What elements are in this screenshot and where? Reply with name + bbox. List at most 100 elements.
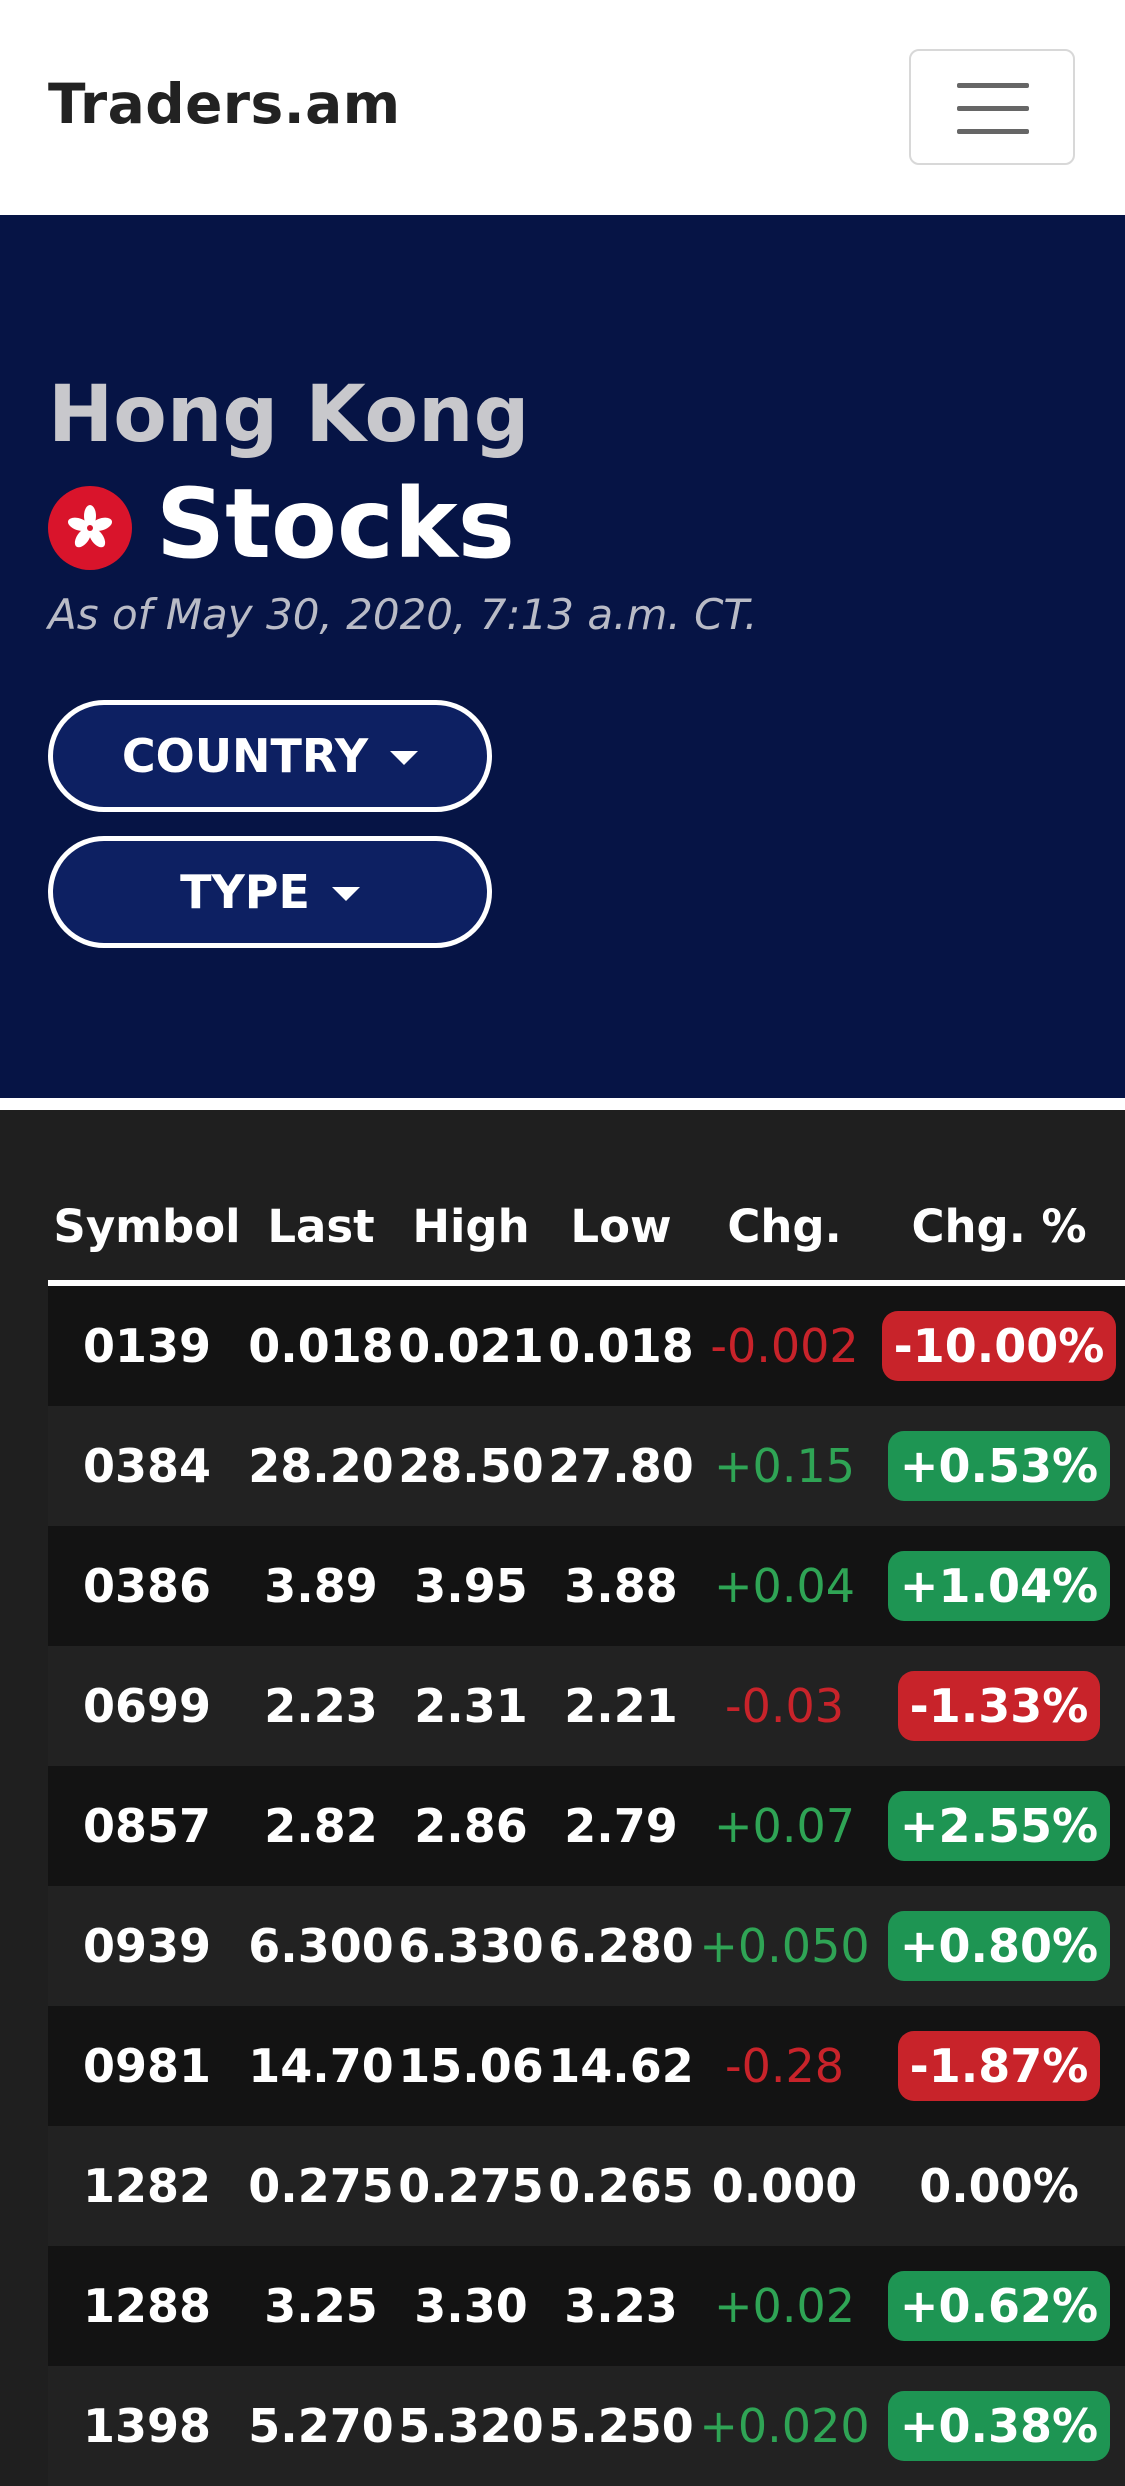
change-percent-cell: -10.00%: [873, 1283, 1125, 1406]
change-percent-cell: +0.53%: [873, 1406, 1125, 1526]
change-percent-badge: +0.53%: [887, 1431, 1111, 1501]
change-percent-badge: -1.33%: [897, 1671, 1101, 1741]
as-of-timestamp: As of May 30, 2020, 7:13 a.m. CT.: [48, 590, 758, 639]
change-cell: +0.020: [696, 2366, 873, 2486]
stocks-table: Symbol Last High Low Chg. Chg. % 0139 0.0…: [48, 1172, 1125, 2486]
change-percent-cell: 0.00%: [873, 2126, 1125, 2246]
type-dropdown-button[interactable]: TYPE: [48, 836, 492, 948]
table-row[interactable]: 0139 0.018 0.021 0.018 -0.002 -10.00%: [48, 1283, 1125, 1406]
country-dropdown-label: COUNTRY: [121, 729, 369, 783]
change-percent-badge: +0.62%: [887, 2271, 1111, 2341]
high-cell: 6.330: [396, 1886, 546, 2006]
change-cell: 0.000: [696, 2126, 873, 2246]
region-title: Hong Kong: [48, 370, 530, 460]
last-cell: 0.275: [246, 2126, 396, 2246]
high-cell: 3.30: [396, 2246, 546, 2366]
change-percent-cell: +0.62%: [873, 2246, 1125, 2366]
low-cell: 0.018: [546, 1283, 696, 1406]
table-row[interactable]: 0857 2.82 2.86 2.79 +0.07 +2.55%: [48, 1766, 1125, 1886]
table-row[interactable]: 1398 5.270 5.320 5.250 +0.020 +0.38%: [48, 2366, 1125, 2486]
change-percent-cell: +1.04%: [873, 1526, 1125, 1646]
change-percent-badge: +0.38%: [887, 2391, 1111, 2461]
hamburger-icon-bar: [957, 129, 1029, 134]
high-cell: 5.320: [396, 2366, 546, 2486]
change-cell: -0.002: [696, 1283, 873, 1406]
caret-down-icon: [390, 751, 419, 765]
low-cell: 3.88: [546, 1526, 696, 1646]
section-divider: [0, 1098, 1125, 1110]
last-cell: 0.018: [246, 1283, 396, 1406]
column-header-change-percent[interactable]: Chg. %: [873, 1172, 1125, 1286]
low-cell: 6.280: [546, 1886, 696, 2006]
last-cell: 14.70: [246, 2006, 396, 2126]
symbol-cell: 0857: [48, 1766, 246, 1886]
table-row[interactable]: 0981 14.70 15.06 14.62 -0.28 -1.87%: [48, 2006, 1125, 2126]
country-dropdown-button[interactable]: COUNTRY: [48, 700, 492, 812]
high-cell: 0.021: [396, 1283, 546, 1406]
last-cell: 3.25: [246, 2246, 396, 2366]
brand-logo[interactable]: Traders.am: [48, 72, 401, 136]
change-percent-badge: +0.80%: [887, 1911, 1111, 1981]
symbol-cell: 0939: [48, 1886, 246, 2006]
table-row[interactable]: 1288 3.25 3.30 3.23 +0.02 +0.62%: [48, 2246, 1125, 2366]
low-cell: 5.250: [546, 2366, 696, 2486]
table-row[interactable]: 0699 2.23 2.31 2.21 -0.03 -1.33%: [48, 1646, 1125, 1766]
last-cell: 3.89: [246, 1526, 396, 1646]
change-cell: -0.03: [696, 1646, 873, 1766]
symbol-cell: 1288: [48, 2246, 246, 2366]
table-row[interactable]: 0939 6.300 6.330 6.280 +0.050 +0.80%: [48, 1886, 1125, 2006]
low-cell: 14.62: [546, 2006, 696, 2126]
table-header-row: Symbol Last High Low Chg. Chg. %: [48, 1172, 1125, 1286]
change-percent-badge: -10.00%: [881, 1311, 1117, 1381]
low-cell: 3.23: [546, 2246, 696, 2366]
last-cell: 2.23: [246, 1646, 396, 1766]
table-row[interactable]: 0384 28.20 28.50 27.80 +0.15 +0.53%: [48, 1406, 1125, 1526]
navbar: Traders.am: [0, 0, 1125, 215]
column-header-last[interactable]: Last: [246, 1172, 396, 1286]
high-cell: 3.95: [396, 1526, 546, 1646]
hamburger-icon: [957, 83, 1029, 88]
hamburger-icon-bar: [957, 106, 1029, 111]
change-percent-badge: +1.04%: [887, 1551, 1111, 1621]
change-percent-badge: -1.87%: [897, 2031, 1101, 2101]
column-header-symbol[interactable]: Symbol: [48, 1172, 246, 1286]
page-title: Stocks: [156, 468, 515, 580]
change-percent-badge: +2.55%: [887, 1791, 1111, 1861]
symbol-cell: 0981: [48, 2006, 246, 2126]
change-percent-cell: -1.87%: [873, 2006, 1125, 2126]
column-header-low[interactable]: Low: [546, 1172, 696, 1286]
symbol-cell: 0384: [48, 1406, 246, 1526]
low-cell: 2.79: [546, 1766, 696, 1886]
table-row[interactable]: 0386 3.89 3.95 3.88 +0.04 +1.04%: [48, 1526, 1125, 1646]
low-cell: 27.80: [546, 1406, 696, 1526]
last-cell: 6.300: [246, 1886, 396, 2006]
change-cell: +0.04: [696, 1526, 873, 1646]
high-cell: 2.86: [396, 1766, 546, 1886]
table-row[interactable]: 1282 0.275 0.275 0.265 0.000 0.00%: [48, 2126, 1125, 2246]
change-cell: -0.28: [696, 2006, 873, 2126]
change-cell: +0.07: [696, 1766, 873, 1886]
hong-kong-flag-icon: [48, 486, 132, 570]
low-cell: 0.265: [546, 2126, 696, 2246]
hero-section: [0, 215, 1125, 1098]
symbol-cell: 0699: [48, 1646, 246, 1766]
last-cell: 5.270: [246, 2366, 396, 2486]
symbol-cell: 0386: [48, 1526, 246, 1646]
high-cell: 15.06: [396, 2006, 546, 2126]
change-percent-cell: +0.80%: [873, 1886, 1125, 2006]
caret-down-icon: [331, 887, 360, 901]
symbol-cell: 0139: [48, 1283, 246, 1406]
last-cell: 28.20: [246, 1406, 396, 1526]
column-header-high[interactable]: High: [396, 1172, 546, 1286]
stocks-table-container: Symbol Last High Low Chg. Chg. % 0139 0.0…: [48, 1172, 1125, 2486]
change-cell: +0.15: [696, 1406, 873, 1526]
column-header-change[interactable]: Chg.: [696, 1172, 873, 1286]
last-cell: 2.82: [246, 1766, 396, 1886]
high-cell: 0.275: [396, 2126, 546, 2246]
symbol-cell: 1398: [48, 2366, 246, 2486]
high-cell: 2.31: [396, 1646, 546, 1766]
symbol-cell: 1282: [48, 2126, 246, 2246]
change-percent-cell: +2.55%: [873, 1766, 1125, 1886]
menu-toggle-button[interactable]: [909, 49, 1075, 165]
low-cell: 2.21: [546, 1646, 696, 1766]
